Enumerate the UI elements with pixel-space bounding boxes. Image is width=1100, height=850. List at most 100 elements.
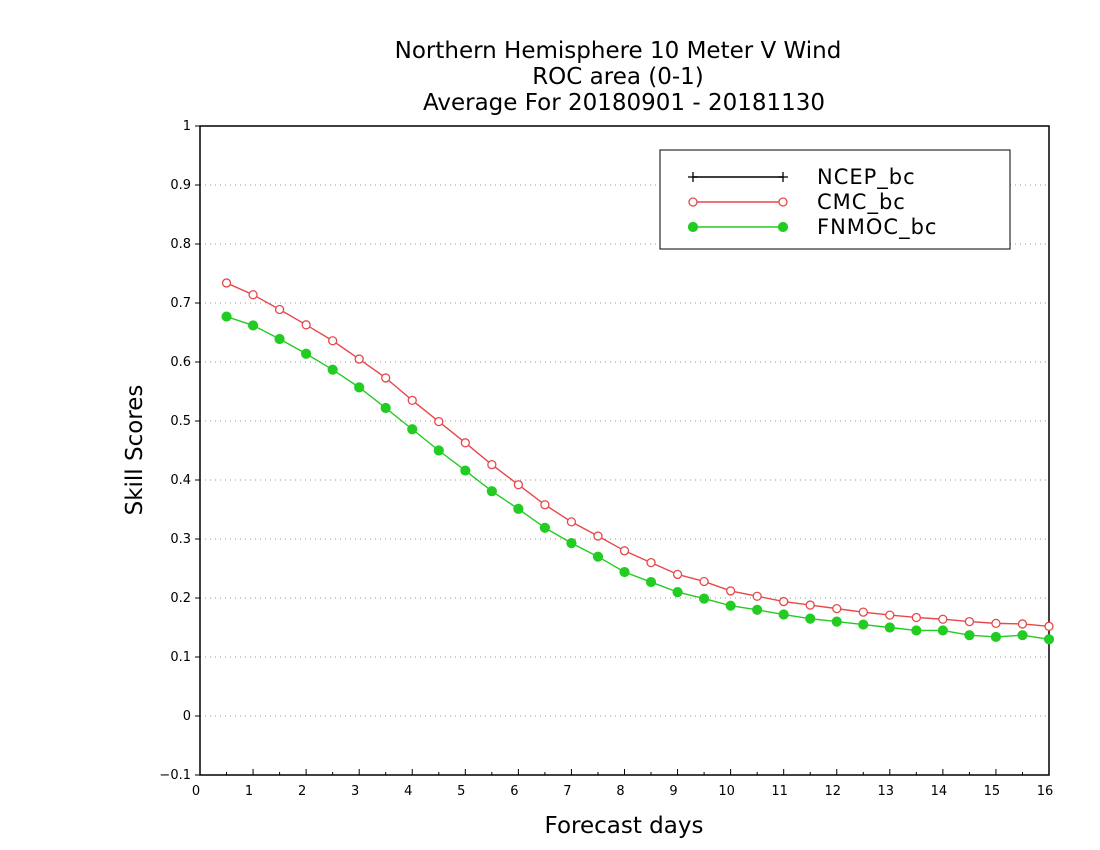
point-FNMOC_bc-11 <box>513 503 524 515</box>
x-tick-label-6: 6 <box>510 784 518 799</box>
point-FNMOC_bc-16 <box>645 576 657 588</box>
x-tick-label-4: 4 <box>404 784 412 799</box>
point-CMC_bc-20 <box>752 591 762 601</box>
point-FNMOC_bc-12 <box>539 522 551 533</box>
point-FNMOC_bc-0 <box>221 311 232 322</box>
point-FNMOC_bc-30 <box>1017 630 1028 641</box>
grid <box>200 184 1049 717</box>
legend-label-CMC_bc: CMC_bc <box>817 190 906 215</box>
legend-entry-NCEP_bc: NCEP_bc <box>688 165 915 190</box>
point-CMC_bc-1 <box>248 290 258 300</box>
point-FNMOC_bc-1 <box>247 320 259 331</box>
chart-title-line-1: Northern Hemisphere 10 Meter V Wind <box>395 38 842 64</box>
point-FNMOC_bc-8 <box>433 445 444 456</box>
point-CMC_bc-13 <box>566 517 577 527</box>
y-tick-label-10: 0.9 <box>170 178 191 193</box>
point-FNMOC_bc-15 <box>619 566 630 578</box>
point-FNMOC_bc-19 <box>725 600 736 611</box>
legend-marker-start-NCEP_bc <box>688 172 698 182</box>
x-tick-label-11: 11 <box>771 784 788 799</box>
x-tick-label-8: 8 <box>616 784 624 799</box>
point-CMC_bc-6 <box>381 373 391 383</box>
point-FNMOC_bc-22 <box>805 613 816 624</box>
y-axis-label: Skill Scores <box>122 385 148 516</box>
point-CMC_bc-18 <box>699 576 709 587</box>
point-FNMOC_bc-27 <box>937 625 948 636</box>
x-tick-label-12: 12 <box>824 784 841 799</box>
series-FNMOC_bc <box>221 311 1055 645</box>
point-CMC_bc-16 <box>646 557 656 568</box>
point-CMC_bc-8 <box>434 416 444 427</box>
point-FNMOC_bc-23 <box>831 616 842 627</box>
point-CMC_bc-24 <box>858 607 868 617</box>
y-tick-label-8: 0.7 <box>170 296 191 311</box>
point-FNMOC_bc-3 <box>301 348 312 359</box>
x-tick-label-1: 1 <box>245 784 253 799</box>
x-tick-label-16: 16 <box>1037 784 1054 799</box>
point-CMC_bc-23 <box>832 603 842 614</box>
point-CMC_bc-10 <box>487 460 497 470</box>
point-CMC_bc-0 <box>221 278 232 288</box>
series-line-CMC_bc <box>226 282 1050 628</box>
point-CMC_bc-14 <box>593 531 603 541</box>
point-FNMOC_bc-20 <box>752 604 763 615</box>
point-FNMOC_bc-21 <box>778 609 789 620</box>
point-CMC_bc-27 <box>938 614 948 624</box>
point-CMC_bc-15 <box>619 546 630 556</box>
x-tick-label-2: 2 <box>298 784 306 799</box>
point-FNMOC_bc-29 <box>990 631 1002 643</box>
x-axis-label: Forecast days <box>545 813 704 839</box>
point-FNMOC_bc-25 <box>884 622 895 633</box>
point-FNMOC_bc-13 <box>566 538 577 549</box>
point-CMC_bc-3 <box>301 320 311 330</box>
point-CMC_bc-11 <box>513 480 524 490</box>
y-tick-label-11: 1 <box>183 119 191 134</box>
point-CMC_bc-17 <box>672 569 683 580</box>
point-FNMOC_bc-2 <box>274 333 285 345</box>
x-tick-label-13: 13 <box>878 784 895 799</box>
point-FNMOC_bc-24 <box>858 619 869 630</box>
x-tick-label-14: 14 <box>931 784 948 799</box>
point-CMC_bc-7 <box>407 395 417 406</box>
legend-marker-start-FNMOC_bc <box>687 221 699 233</box>
y-tick-label-2: 0.1 <box>170 650 191 665</box>
point-FNMOC_bc-6 <box>380 402 391 414</box>
legend-entry-CMC_bc: CMC_bc <box>688 190 906 215</box>
y-tick-label-1: 0 <box>183 709 191 724</box>
legend-marker-start-CMC_bc <box>688 197 698 207</box>
point-FNMOC_bc-18 <box>698 593 710 604</box>
point-CMC_bc-2 <box>274 304 285 315</box>
point-CMC_bc-26 <box>911 612 921 623</box>
point-FNMOC_bc-28 <box>964 630 975 641</box>
legend-box <box>659 149 1011 250</box>
y-tick-label-6: 0.5 <box>170 414 191 429</box>
legend-marker-end-FNMOC_bc <box>777 221 789 233</box>
series-line-FNMOC_bc <box>226 315 1050 640</box>
point-FNMOC_bc-26 <box>911 625 922 636</box>
chart-title-line-2: ROC area (0-1) <box>532 64 704 90</box>
y-tick-label-0: −0.1 <box>159 768 191 783</box>
x-tick-label-3: 3 <box>351 784 359 799</box>
point-CMC_bc-9 <box>460 438 470 448</box>
axes: −0.100.10.20.30.40.50.60.70.80.910 1 2 3 4 5 6… <box>159 119 1053 799</box>
chart-title-line-3: Average For 20180901 - 20181130 <box>423 90 825 116</box>
legend-marker-end-NCEP_bc <box>778 172 788 182</box>
point-FNMOC_bc-17 <box>672 587 683 598</box>
point-CMC_bc-28 <box>964 616 975 627</box>
x-tick-label-15: 15 <box>984 784 1001 799</box>
x-tick-label-5: 5 <box>457 784 465 799</box>
series-CMC_bc <box>221 278 1054 631</box>
point-CMC_bc-4 <box>328 336 338 346</box>
point-CMC_bc-29 <box>991 618 1001 629</box>
point-CMC_bc-31 <box>1044 621 1054 631</box>
point-CMC_bc-21 <box>779 596 789 607</box>
legend-entry-FNMOC_bc: FNMOC_bc <box>687 215 936 240</box>
x-tick-label-10: 10 <box>718 784 735 799</box>
point-FNMOC_bc-5 <box>354 382 365 393</box>
point-CMC_bc-25 <box>885 610 895 620</box>
y-tick-label-9: 0.8 <box>170 237 191 252</box>
series-lines <box>221 278 1055 645</box>
